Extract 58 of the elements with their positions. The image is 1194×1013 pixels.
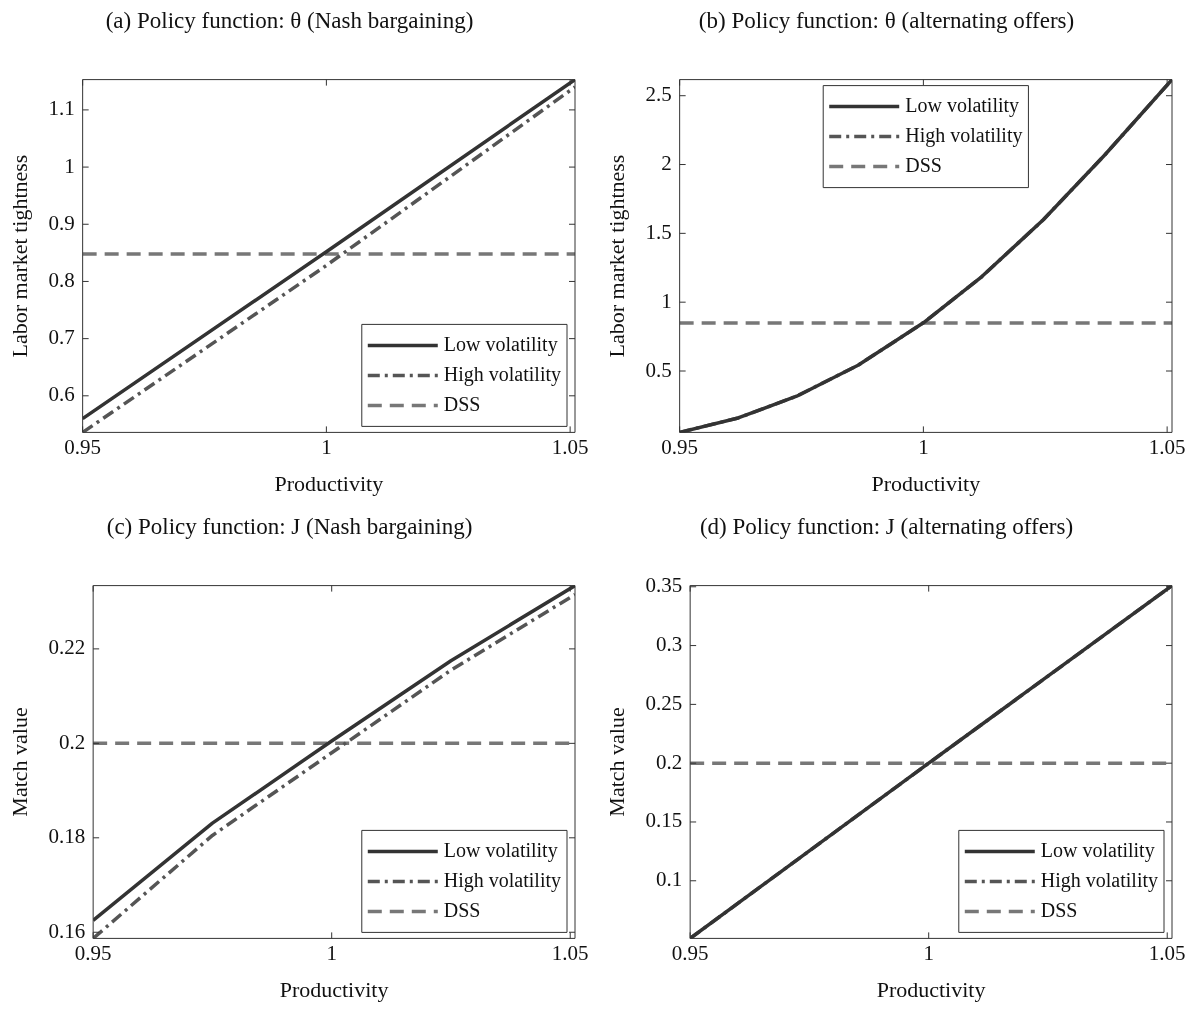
legend-label: Low volatility — [443, 332, 558, 356]
chart-title: (d) Policy function: J (alternating offers) — [699, 513, 1074, 539]
legend-label: DSS — [905, 153, 942, 176]
y-tick-label: 1 — [661, 288, 672, 313]
x-axis-title: Productivity — [274, 470, 384, 496]
y-axis-title: Labor market tightness — [6, 154, 32, 358]
legend-label: DSS — [443, 898, 481, 921]
y-axis-title: Labor market tightness — [603, 154, 629, 358]
y-tick-label: 0.15 — [645, 808, 683, 833]
chart-title: (a) Policy function: θ (Nash bargaining) — [105, 7, 474, 33]
y-tick-label: 0.25 — [645, 690, 683, 715]
y-tick-label: 1 — [64, 153, 75, 178]
x-tick-label: 0.95 — [671, 940, 709, 965]
x-tick-label: 0.95 — [661, 434, 699, 459]
x-tick-label: 1.05 — [551, 940, 589, 965]
y-axis-title: Match value — [603, 707, 629, 817]
y-tick-label: 0.5 — [645, 357, 672, 382]
legend-label: DSS — [443, 392, 481, 415]
legend-label: Low volatility — [443, 838, 558, 862]
x-axis-title: Productivity — [871, 470, 981, 496]
x-tick-label: 1.05 — [1148, 434, 1186, 459]
legend-label: Low volatility — [905, 93, 1020, 117]
y-axis-title: Match value — [6, 707, 32, 817]
y-tick-label: 0.8 — [48, 267, 75, 292]
y-tick-label: 0.7 — [48, 325, 75, 350]
x-tick-label: 1.05 — [551, 434, 589, 459]
y-tick-label: 2 — [661, 151, 672, 176]
x-axis-title: Productivity — [279, 976, 389, 1002]
x-tick-label: 1 — [321, 434, 332, 459]
legend-label: Low volatility — [1040, 838, 1155, 862]
x-tick-label: 1 — [918, 434, 929, 459]
y-tick-label: 0.1 — [655, 867, 683, 892]
y-tick-label: 0.16 — [48, 918, 86, 943]
y-tick-label: 0.35 — [645, 573, 683, 598]
legend-label: High volatility — [905, 123, 1023, 147]
x-tick-label: 1.05 — [1148, 940, 1186, 965]
legend-label: High volatility — [443, 868, 561, 892]
y-tick-label: 1.5 — [645, 219, 672, 244]
y-tick-label: 1.1 — [48, 96, 75, 121]
x-tick-label: 1 — [326, 940, 337, 965]
x-tick-label: 0.95 — [74, 940, 112, 965]
legend-label: High volatility — [1040, 868, 1158, 892]
y-tick-label: 0.3 — [655, 632, 683, 657]
x-tick-label: 0.95 — [64, 434, 102, 459]
x-tick-label: 1 — [923, 940, 934, 965]
y-tick-label: 0.18 — [48, 824, 86, 849]
line-series — [679, 79, 1172, 433]
chart-title: (b) Policy function: θ (alternating offers) — [698, 7, 1075, 33]
y-tick-label: 0.2 — [58, 729, 86, 754]
y-tick-label: 0.22 — [48, 635, 86, 660]
y-tick-label: 0.9 — [48, 210, 75, 235]
y-tick-label: 0.2 — [655, 749, 683, 774]
y-tick-label: 2.5 — [645, 82, 672, 107]
y-tick-label: 0.6 — [48, 382, 75, 407]
legend-label: High volatility — [443, 362, 561, 386]
x-axis-title: Productivity — [876, 976, 986, 1002]
chart-title: (c) Policy function: J (Nash bargaining) — [106, 513, 473, 539]
legend-label: DSS — [1040, 898, 1078, 921]
